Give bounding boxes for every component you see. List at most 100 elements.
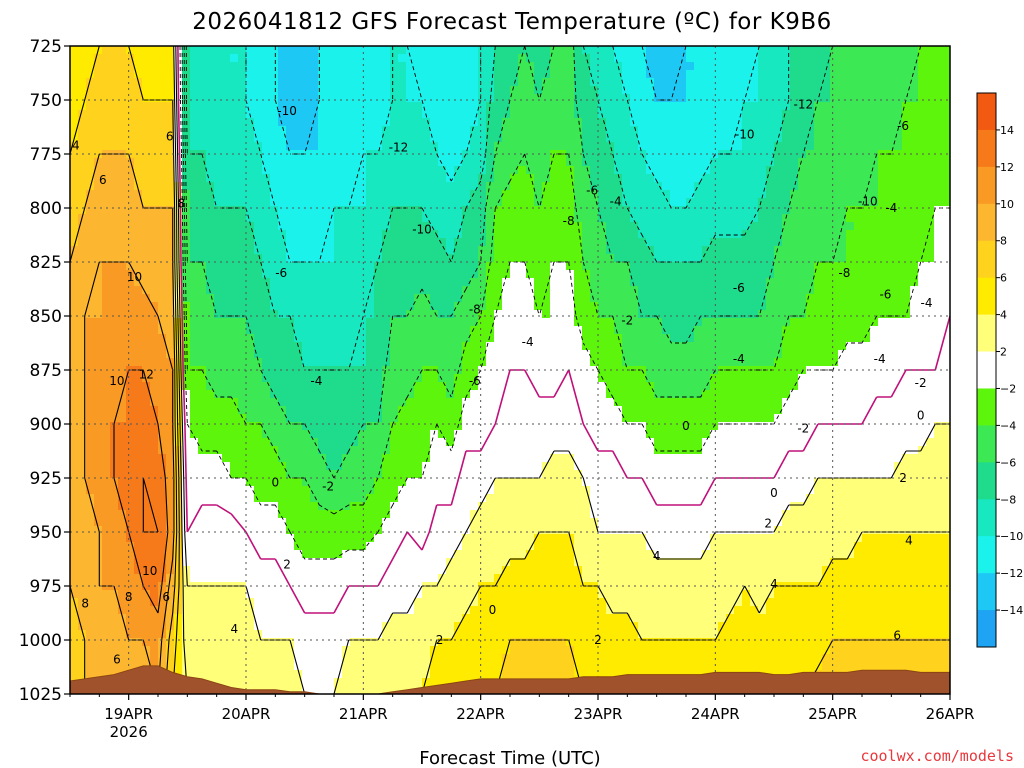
field-cell [358,614,367,623]
field-cell [486,414,495,423]
field-cell [382,86,391,95]
field-cell [374,70,383,79]
field-cell [470,518,479,527]
field-cell [486,222,495,231]
field-cell [510,510,519,519]
field-cell [510,638,519,647]
field-cell [502,398,511,407]
field-cell [550,518,559,527]
field-cell [350,542,359,551]
field-cell [190,510,199,519]
field-cell [438,678,447,687]
field-cell [70,558,79,567]
field-cell [510,478,519,487]
field-cell [310,254,319,263]
field-cell [366,550,375,559]
field-cell [486,182,495,191]
field-cell [414,166,423,175]
field-cell [454,102,463,111]
field-cell [94,318,103,327]
field-cell [70,126,79,135]
field-cell [262,54,271,63]
field-cell [302,606,311,615]
field-cell [286,222,295,231]
field-cell [150,238,159,247]
field-cell [430,382,439,391]
field-cell [438,606,447,615]
field-cell [302,126,311,135]
field-cell [102,446,111,455]
field-cell [502,246,511,255]
field-cell [470,590,479,599]
field-cell [382,350,391,359]
field-cell [158,134,167,143]
field-cell [422,446,431,455]
field-cell [470,358,479,367]
field-cell [238,134,247,143]
field-cell [518,470,527,479]
field-cell [350,206,359,215]
field-cell [406,414,415,423]
field-cell [142,622,151,631]
field-cell [302,174,311,183]
field-cell [486,494,495,503]
field-cell [206,430,215,439]
field-cell [542,198,551,207]
field-cell [302,118,311,127]
field-cell [454,246,463,255]
field-cell [526,222,535,231]
field-cell [190,222,199,231]
field-cell [278,86,287,95]
field-cell [494,46,503,55]
field-cell [262,134,271,143]
field-cell [518,390,527,399]
field-cell [126,230,135,239]
field-cell [238,510,247,519]
field-cell [358,302,367,311]
field-cell [550,278,559,287]
field-cell [526,262,535,271]
field-cell [158,662,167,671]
field-cell [526,110,535,119]
field-cell [286,126,295,135]
field-cell [134,590,143,599]
field-cell [398,62,407,71]
field-cell [78,542,87,551]
field-cell [270,414,279,423]
field-cell [102,414,111,423]
field-cell [150,486,159,495]
field-cell [302,366,311,375]
field-cell [246,670,255,679]
field-cell [70,142,79,151]
field-cell [502,390,511,399]
field-cell [182,278,191,287]
field-cell [110,54,119,63]
field-cell [390,374,399,383]
field-cell [470,238,479,247]
field-cell [518,102,527,111]
field-cell [550,654,559,663]
field-cell [254,302,263,311]
field-cell [78,142,87,151]
field-cell [350,62,359,71]
field-cell [446,46,455,55]
field-cell [454,70,463,79]
field-cell [334,534,343,543]
field-cell [390,662,399,671]
field-cell [86,350,95,359]
field-cell [382,614,391,623]
field-cell [454,278,463,287]
field-cell [70,342,79,351]
field-cell [246,374,255,383]
field-cell [510,214,519,223]
field-cell [494,374,503,383]
field-cell [374,150,383,159]
field-cell [550,94,559,103]
field-cell [454,150,463,159]
field-cell [70,238,79,247]
field-cell [150,230,159,239]
field-cell [270,78,279,87]
field-cell [70,422,79,431]
field-cell [398,662,407,671]
field-cell [302,334,311,343]
